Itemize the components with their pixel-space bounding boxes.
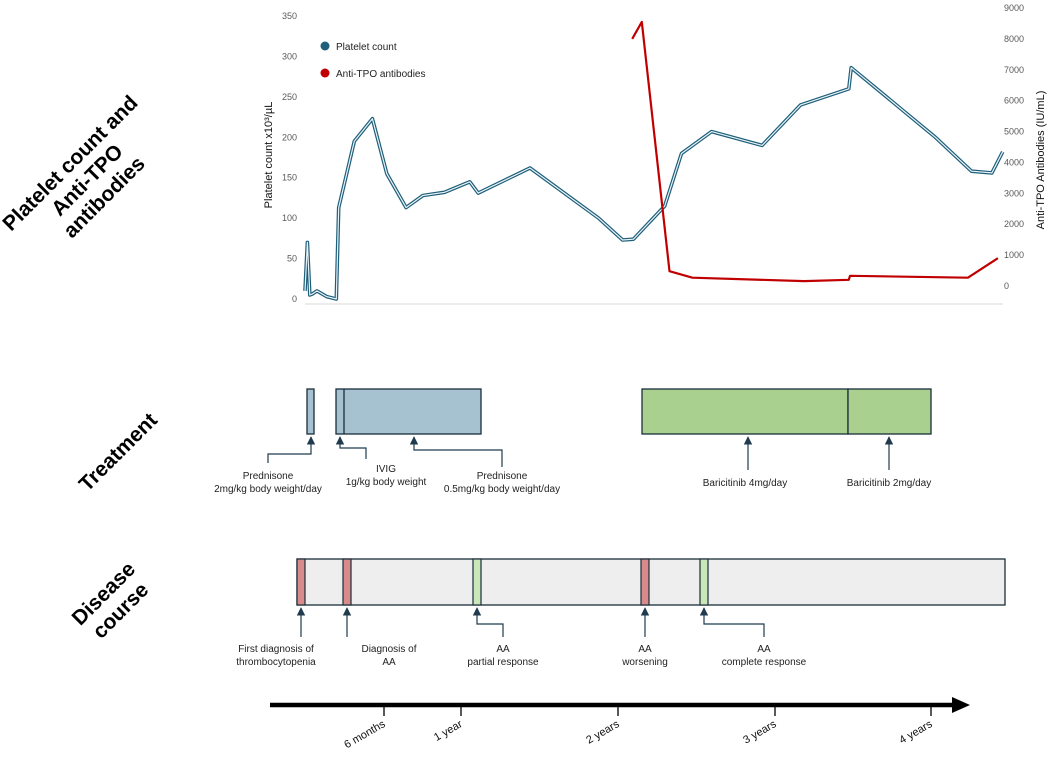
disease-course-bar (296, 558, 1006, 606)
legend-label-platelet: Platelet count (336, 42, 397, 53)
timeline-label-1-year: 1 year (432, 718, 465, 744)
right-y-tick-6000: 6000 (1004, 96, 1024, 106)
connector-aa-complete-response (699, 607, 765, 637)
event-label-aa-worsening-line-1: AA (638, 644, 652, 655)
treatment-bar-baricitinib-2mg (847, 388, 932, 435)
left-y-tick-250: 250 (282, 92, 297, 102)
section-title-disease: Disease course (68, 558, 154, 644)
treatment-label-baricitinib-4mg: Baricitinib 4mg/day (703, 478, 787, 489)
event-marker-aa-worsening (640, 558, 650, 606)
right-y-tick-7000: 7000 (1004, 65, 1024, 75)
treatment-label-prednisone-low: Prednisone 0.5mg/kg body weight/day (444, 471, 560, 495)
series-line-platelet-count-highlight (304, 67, 1004, 300)
treatment-label-ivig: IVIG 1g/kg body weight (346, 464, 427, 488)
right-y-tick-2000: 2000 (1004, 219, 1024, 229)
event-marker-first-diagnosis (296, 558, 306, 606)
timeline-label-4-years: 4 years (897, 718, 935, 747)
connector-prednisone-low (409, 436, 503, 467)
left-y-tick-0: 0 (292, 294, 297, 304)
event-label-aa-complete-response: AA complete response (722, 644, 807, 668)
treatment-label-ivig-line-1: IVIG (376, 464, 396, 475)
event-label-aa-partial-response-line-2: partial response (467, 657, 539, 668)
event-marker-aa-complete-response (699, 558, 709, 606)
disease-course-row: First diagnosis of thrombocytopenia Diag… (236, 558, 1006, 668)
event-label-aa-complete-response-line-1: AA (757, 644, 771, 655)
legend-label-anti-tpo: Anti-TPO antibodies (336, 69, 426, 80)
treatment-label-baricitinib-2mg: Baricitinib 2mg/day (847, 478, 931, 489)
left-y-tick-100: 100 (282, 213, 297, 223)
section-title-treatment-text: Treatment (75, 409, 162, 496)
section-title-chart: Platelet count and Anti-TPO antibodies (0, 91, 150, 242)
connector-aa-partial-response (472, 607, 504, 637)
series-line-platelet-count (303, 65, 1005, 301)
disease-connectors (296, 607, 765, 637)
event-label-first-diagnosis: First diagnosis of thrombocytopenia (236, 644, 316, 668)
timeline: 6 months 1 year 2 years 3 years 4 years (270, 697, 970, 751)
event-label-aa-diagnosis-line-1: Diagnosis of (361, 644, 416, 655)
treatment-label-prednisone-high: Prednisone 2mg/kg body weight/day (214, 471, 322, 495)
event-marker-aa-partial-response (472, 558, 482, 606)
treatment-label-prednisone-low-line-2: 0.5mg/kg body weight/day (444, 484, 560, 495)
treatment-connectors (267, 436, 894, 470)
timeline-label-2-years: 2 years (584, 718, 622, 747)
chart: 0 50 100 150 200 250 300 350 0 1000 2000 3000 4000 5… (263, 3, 1047, 305)
event-label-aa-complete-response-line-2: complete response (722, 657, 807, 668)
legend-marker-platelet (320, 41, 330, 51)
right-y-axis: 0 1000 2000 3000 4000 5000 6000 7000 8000 9000 (1004, 3, 1024, 291)
left-y-tick-50: 50 (287, 254, 297, 264)
chart-series (303, 20, 1005, 301)
treatment-label-prednisone-low-line-1: Prednisone (477, 471, 528, 482)
right-y-tick-1000: 1000 (1004, 250, 1024, 260)
right-y-tick-9000: 9000 (1004, 3, 1024, 13)
right-y-tick-5000: 5000 (1004, 127, 1024, 137)
right-y-tick-0: 0 (1004, 281, 1009, 291)
section-title-treatment: Treatment (75, 409, 162, 496)
left-y-tick-350: 350 (282, 11, 297, 21)
left-y-axis-title: Platelet count x10³/µL (263, 102, 275, 209)
treatment-row: Prednisone 2mg/kg body weight/day IVIG 1… (214, 388, 932, 495)
connector-ivig (335, 436, 367, 459)
legend-marker-anti-tpo (320, 68, 330, 78)
left-y-axis: 0 50 100 150 200 250 300 350 (282, 11, 297, 304)
right-y-tick-4000: 4000 (1004, 157, 1024, 167)
event-label-aa-worsening-line-2: worsening (621, 657, 668, 668)
right-y-tick-3000: 3000 (1004, 188, 1024, 198)
treatment-label-prednisone-high-line-2: 2mg/kg body weight/day (214, 484, 322, 495)
event-label-aa-diagnosis-line-2: AA (382, 657, 396, 668)
timeline-label-3-years: 3 years (741, 718, 779, 747)
treatment-label-ivig-line-2: 1g/kg body weight (346, 477, 427, 488)
series-line-anti-tpo-antibodies (631, 20, 999, 283)
left-y-tick-300: 300 (282, 51, 297, 61)
event-marker-aa-diagnosis (342, 558, 352, 606)
chart-legend: Platelet count Anti-TPO antibodies (320, 41, 426, 80)
event-label-aa-partial-response: AA partial response (467, 644, 539, 668)
treatment-label-prednisone-high-line-1: Prednisone (243, 471, 294, 482)
right-y-tick-8000: 8000 (1004, 34, 1024, 44)
timeline-label-6-months: 6 months (342, 718, 388, 751)
right-y-axis-title: Anti-TPO Antibodies (IU/mL) (1035, 91, 1047, 230)
timeline-arrowhead (952, 697, 970, 713)
event-label-aa-diagnosis: Diagnosis of AA (361, 644, 416, 668)
treatment-bar-prednisone-low (335, 388, 482, 435)
event-label-aa-partial-response-line-1: AA (496, 644, 510, 655)
event-label-first-diagnosis-line-1: First diagnosis of (238, 644, 314, 655)
connector-prednisone-high (267, 436, 316, 463)
treatment-bar-baricitinib-4mg (641, 388, 849, 435)
left-y-tick-200: 200 (282, 132, 297, 142)
left-y-tick-150: 150 (282, 173, 297, 183)
event-label-first-diagnosis-line-2: thrombocytopenia (236, 657, 316, 668)
event-label-aa-worsening: AA worsening (621, 644, 668, 668)
treatment-bar-prednisone-high (306, 388, 315, 435)
